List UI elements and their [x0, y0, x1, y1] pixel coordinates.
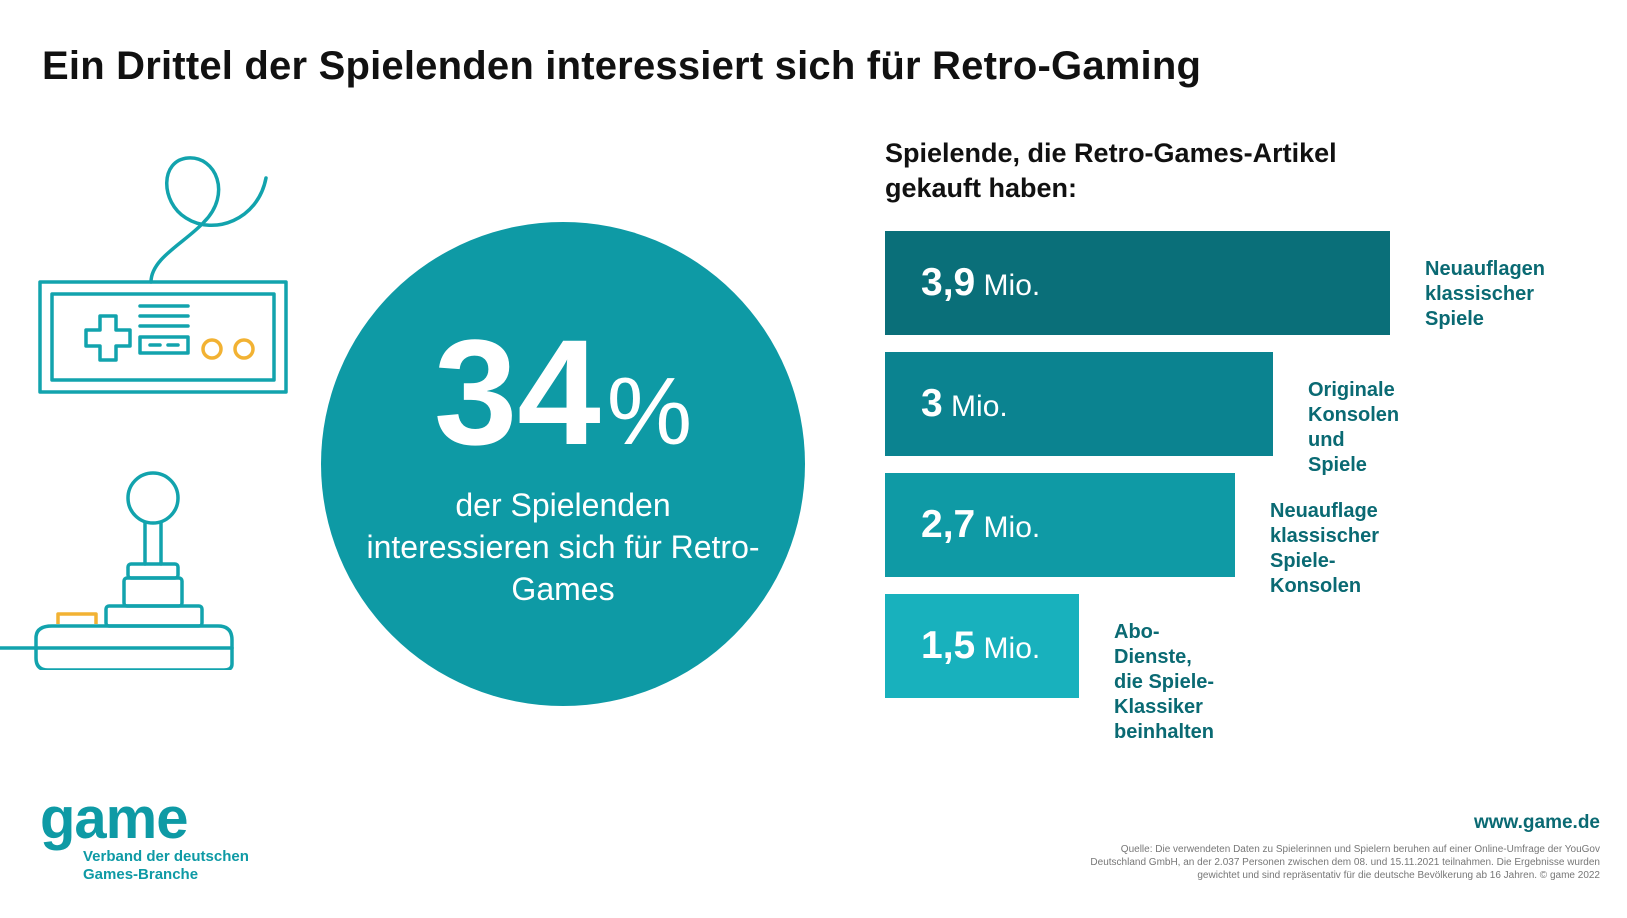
bar-value-label: 1,5 Mio. — [921, 594, 1040, 698]
tagline-line-1: Verband der deutschen — [83, 848, 249, 865]
source-line-3: gewichtet und sind repräsentativ für die… — [1197, 870, 1600, 881]
bar-1: 3,9 Mio. — [885, 231, 1390, 335]
bar-value-number: 3 — [921, 382, 943, 425]
highlight-unit: % — [606, 358, 693, 465]
highlight-circle: 34% der Spielenden interessieren sich fü… — [321, 222, 805, 706]
bar-category-label: Neuauflagen klassischer Spiele — [1425, 258, 1546, 330]
bar-value-label: 3 Mio. — [921, 352, 1008, 456]
highlight-text: der Spielenden interessieren sich für Re… — [366, 487, 760, 607]
bar-3: 2,7 Mio. — [885, 473, 1235, 577]
chart-title: Spielende, die Retro-Games-Artikel gekau… — [885, 138, 1337, 203]
bar-value-number: 3,9 — [921, 261, 976, 304]
gamepad-icon — [38, 156, 288, 394]
bar-4: 1,5 Mio. — [885, 594, 1079, 698]
bar-value-number: 2,7 — [921, 503, 976, 546]
bar-value-number: 1,5 — [921, 624, 976, 667]
game-logo: game — [40, 786, 189, 851]
page-title: Ein Drittel der Spielenden interessiert … — [42, 44, 1202, 88]
joystick-icon — [0, 471, 234, 670]
highlight-value: 34 — [433, 308, 601, 476]
logo-tagline: Verband der deutschen Games-Branche — [83, 848, 303, 884]
source-note: Quelle: Die verwendeten Daten zu Spieler… — [1020, 843, 1600, 882]
source-line-2: Deutschland GmbH, an der 2.037 Personen … — [1090, 857, 1600, 868]
bar-category-label: Abo-Dienste, die Spiele- Klassiker beinh… — [1114, 621, 1215, 743]
tagline-line-2: Games-Branche — [83, 866, 199, 883]
highlight-number: 34% — [321, 317, 805, 467]
bar-category-label: Neuauflage klassischer Spiele-Konsolen — [1270, 500, 1379, 597]
bar-value-unit: Mio. — [942, 390, 1008, 423]
source-line-1: Quelle: Die verwendeten Daten zu Spieler… — [1120, 844, 1600, 855]
bar-2: 3 Mio. — [885, 352, 1273, 456]
bar-category-label: Originale Konsolen und Spiele — [1308, 379, 1400, 476]
bar-value-unit: Mio. — [975, 511, 1041, 544]
bar-value-unit: Mio. — [975, 632, 1041, 665]
bar-value-unit: Mio. — [975, 269, 1041, 302]
website-link[interactable]: www.game.de — [1474, 812, 1600, 833]
bar-value-label: 3,9 Mio. — [921, 231, 1040, 335]
bar-value-label: 2,7 Mio. — [921, 473, 1040, 577]
